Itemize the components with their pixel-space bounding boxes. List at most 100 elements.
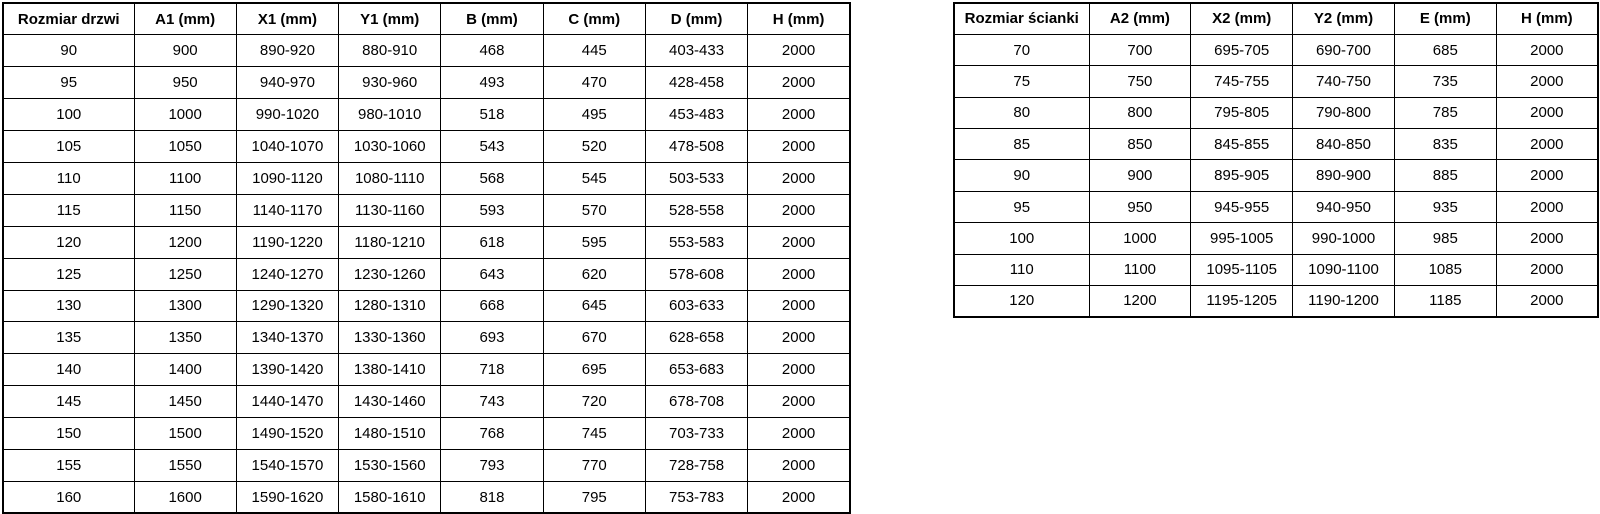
table-cell: 945-955: [1190, 190, 1294, 224]
table-row: 75 750 745-755 740-750 735 2000: [953, 65, 1599, 98]
column-header: A1 (mm): [133, 2, 237, 36]
table-cell: 2000: [747, 321, 851, 355]
table-cell: 2000: [1495, 159, 1599, 192]
table-cell: 900: [133, 34, 237, 68]
table-cell: 1000: [1088, 222, 1192, 255]
table-cell: 2000: [747, 66, 851, 100]
table-cell: 685: [1393, 33, 1497, 67]
table-cell: 745: [542, 417, 646, 450]
column-header: D (mm): [644, 2, 749, 36]
table-cell: 528-558: [644, 193, 749, 227]
column-header: H (mm): [1495, 2, 1599, 35]
table-cell: 1195-1205: [1190, 285, 1294, 318]
table-cell: 2000: [1495, 222, 1599, 255]
table-cell: 495: [542, 98, 646, 132]
table-cell: 940-970: [235, 66, 340, 100]
table-cell: 70: [953, 33, 1090, 67]
table-cell: 1080-1110: [338, 161, 442, 195]
table-row: 155 1550 1540-1570 1530-1560 793 770 728-758 20…: [2, 448, 851, 482]
table-cell: 703-733: [644, 417, 749, 450]
column-header: H (mm): [747, 2, 851, 36]
table-row: 80 800 795-805 790-800 785 2000: [953, 96, 1599, 130]
table-cell: 2000: [1495, 33, 1599, 67]
table-cell: 668: [440, 289, 544, 323]
table-row: 85 850 845-855 840-850 835 2000: [953, 128, 1599, 161]
column-header: Rozmiar ścianki: [953, 2, 1090, 35]
table-cell: 2000: [1495, 253, 1599, 287]
table-cell: 478-508: [644, 130, 749, 163]
table-cell: 1185: [1393, 285, 1497, 318]
table-cell: 940-950: [1292, 190, 1395, 224]
table-cell: 1290-1320: [235, 289, 340, 323]
table-cell: 2000: [747, 289, 851, 323]
table-row: 150 1500 1490-1520 1480-1510 768 745 703-733 20…: [2, 417, 851, 450]
table-cell: 75: [953, 65, 1090, 98]
column-header: B (mm): [440, 2, 544, 36]
table-cell: 80: [953, 96, 1090, 130]
table-cell: 740-750: [1292, 65, 1395, 98]
header-row: Rozmiar ścianki A2 (mm) X2 (mm) Y2 (mm) E (m…: [953, 2, 1599, 35]
table-cell: 1090-1100: [1292, 253, 1395, 287]
header-row: Rozmiar drzwi A1 (mm) X1 (mm) Y1 (mm) B (mm)…: [2, 2, 851, 36]
table-cell: 835: [1393, 128, 1497, 161]
wall-size-table: Rozmiar ścianki A2 (mm) X2 (mm) Y2 (mm) E (m…: [953, 2, 1599, 318]
table-cell: 1280-1310: [338, 289, 442, 323]
table-cell: 1450: [133, 385, 237, 419]
table-cell: 1400: [133, 353, 237, 387]
table-cell: 130: [2, 289, 135, 323]
table-row: 120 1200 1195-1205 1190-1200 1185 2000: [953, 285, 1599, 318]
table-cell: 1180-1210: [338, 225, 442, 259]
table-row: 105 1050 1040-1070 1030-1060 543 520 478-508 20…: [2, 130, 851, 163]
table-cell: 793: [440, 448, 544, 482]
table-cell: 1190-1220: [235, 225, 340, 259]
table-cell: 85: [953, 128, 1090, 161]
table-cell: 1040-1070: [235, 130, 340, 163]
table-row: 100 1000 990-1020 980-1010 518 495 453-483 2000: [2, 98, 851, 132]
table-cell: 1390-1420: [235, 353, 340, 387]
table-cell: 653-683: [644, 353, 749, 387]
table-cell: 1130-1160: [338, 193, 442, 227]
table-cell: 100: [2, 98, 135, 132]
table-cell: 990-1000: [1292, 222, 1395, 255]
table-cell: 720: [542, 385, 646, 419]
table-cell: 140: [2, 353, 135, 387]
table-cell: 785: [1393, 96, 1497, 130]
table-cell: 645: [542, 289, 646, 323]
table-cell: 2000: [747, 448, 851, 482]
table-cell: 155: [2, 448, 135, 482]
table-cell: 568: [440, 161, 544, 195]
table-cell: 2000: [747, 353, 851, 387]
table-cell: 885: [1393, 159, 1497, 192]
table-cell: 1030-1060: [338, 130, 442, 163]
table-cell: 160: [2, 480, 135, 514]
table-cell: 1200: [133, 225, 237, 259]
table-cell: 135: [2, 321, 135, 355]
table-cell: 795-805: [1190, 96, 1294, 130]
table-cell: 1550: [133, 448, 237, 482]
table-cell: 895-905: [1190, 159, 1294, 192]
table-cell: 800: [1088, 96, 1192, 130]
table-cell: 990-1020: [235, 98, 340, 132]
table-row: 90 900 890-920 880-910 468 445 403-433 2000: [2, 34, 851, 68]
table-cell: 1530-1560: [338, 448, 442, 482]
table-cell: 553-583: [644, 225, 749, 259]
table-cell: 1090-1120: [235, 161, 340, 195]
table-cell: 1300: [133, 289, 237, 323]
table-cell: 520: [542, 130, 646, 163]
table-cell: 145: [2, 385, 135, 419]
table-cell: 593: [440, 193, 544, 227]
table-cell: 840-850: [1292, 128, 1395, 161]
table-cell: 1100: [133, 161, 237, 195]
table-row: 120 1200 1190-1220 1180-1210 618 595 553-583 20…: [2, 225, 851, 259]
table-cell: 1150: [133, 193, 237, 227]
table-cell: 790-800: [1292, 96, 1395, 130]
table-cell: 980-1010: [338, 98, 442, 132]
table-cell: 1600: [133, 480, 237, 514]
table-cell: 1350: [133, 321, 237, 355]
table-cell: 718: [440, 353, 544, 387]
table-cell: 890-920: [235, 34, 340, 68]
table-cell: 453-483: [644, 98, 749, 132]
table-cell: 1430-1460: [338, 385, 442, 419]
table-cell: 95: [2, 66, 135, 100]
table-row: 95 950 945-955 940-950 935 2000: [953, 190, 1599, 224]
